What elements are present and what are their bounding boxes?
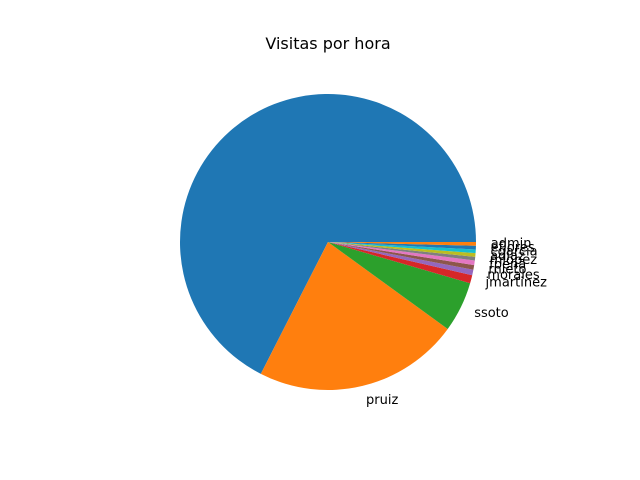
pie-label-admin: admin — [491, 237, 532, 252]
pie-label-ssoto: ssoto — [474, 306, 509, 321]
chart-title: Visitas por hora — [265, 34, 390, 53]
pie-slices — [180, 94, 476, 390]
pie-label-pruiz: pruiz — [366, 393, 398, 408]
